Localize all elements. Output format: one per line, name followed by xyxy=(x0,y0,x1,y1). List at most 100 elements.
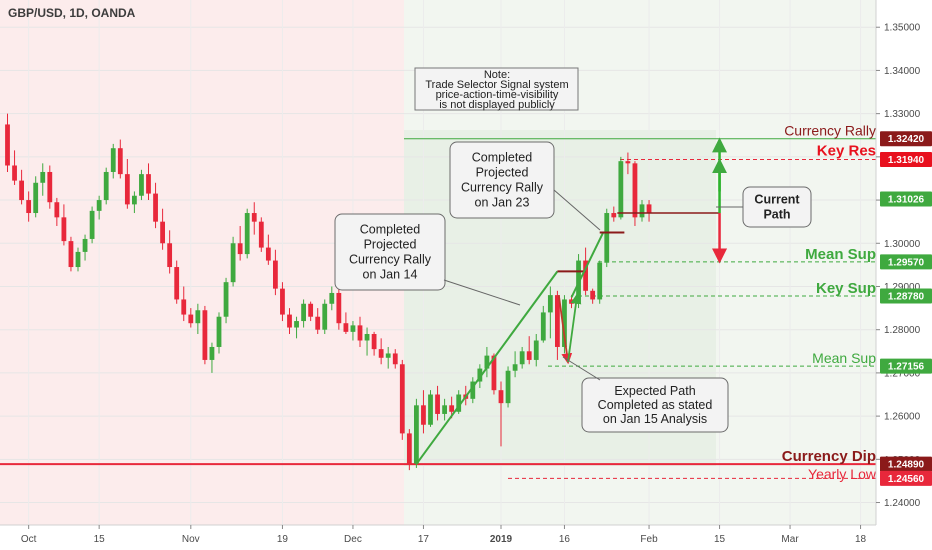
note-box xyxy=(414,67,579,111)
y-tick-label: 1.33000 xyxy=(884,109,921,120)
candle-body xyxy=(61,217,67,242)
candle-body xyxy=(371,334,377,350)
price-label-box xyxy=(880,288,932,304)
candle-body xyxy=(209,346,215,360)
y-tick-label: 1.28000 xyxy=(884,325,921,336)
candle xyxy=(470,377,476,404)
x-tick-label: 16 xyxy=(559,534,571,545)
callout-current-line: Path xyxy=(763,208,790,222)
candle xyxy=(301,299,306,328)
grid xyxy=(0,0,876,525)
candle-body xyxy=(174,267,180,300)
candle xyxy=(216,312,222,354)
candle xyxy=(385,346,391,369)
candle xyxy=(188,308,194,328)
y-tick-label: 1.27000 xyxy=(884,368,921,379)
candle-body xyxy=(378,349,384,358)
candle xyxy=(540,305,546,343)
candle-body xyxy=(26,200,32,214)
candle-body xyxy=(167,243,173,268)
candle xyxy=(153,182,158,229)
price-label-text: 1.32420 xyxy=(888,134,925,145)
candle-body xyxy=(19,180,24,201)
candle xyxy=(132,191,137,214)
rally-projection-line xyxy=(415,270,559,465)
x-tick-label: Dec xyxy=(344,534,362,545)
x-tick-label: 15 xyxy=(94,534,106,545)
y-tick-label: 1.30000 xyxy=(884,239,921,250)
note-callout: Note:Trade Selector Signal systemprice-a… xyxy=(414,67,579,111)
candle xyxy=(625,152,631,175)
candle-body xyxy=(237,243,243,255)
candle xyxy=(237,225,243,261)
candle-body xyxy=(597,262,603,300)
candle xyxy=(110,143,116,179)
candle xyxy=(96,195,102,220)
x-axis-ticks: Oct 15 Nov 19 Dec 17 2019 16 Feb 15 Mar 18 xyxy=(21,525,867,545)
candle xyxy=(526,336,532,365)
candle-body xyxy=(103,171,109,201)
level-name-mean-sup-2: Mean Sup xyxy=(812,350,876,366)
candle-body xyxy=(40,171,46,183)
price-label-box xyxy=(880,191,932,207)
candle-body xyxy=(385,353,391,358)
x-tick-label: Mar xyxy=(781,534,799,545)
candle xyxy=(498,381,504,447)
y-tick-label: 1.24000 xyxy=(884,498,921,509)
level-name-key-sup: Key Sup xyxy=(816,280,876,297)
callout-jan23-line: Currency Rally xyxy=(461,181,544,195)
candle xyxy=(491,353,497,395)
annotations: Note:Trade Selector Signal systemprice-a… xyxy=(334,67,812,433)
time-axis[interactable] xyxy=(0,525,932,550)
candle xyxy=(618,156,624,220)
candle-body xyxy=(646,204,652,214)
candle-body xyxy=(604,213,610,263)
candle-body xyxy=(414,405,419,464)
candle xyxy=(315,308,321,335)
candle-body xyxy=(519,351,525,365)
callout-jan14-line: Currency Rally xyxy=(349,253,432,267)
candle-body xyxy=(540,312,546,341)
price-label-text: 1.24560 xyxy=(888,474,925,485)
candle-body xyxy=(343,323,349,332)
candle-body xyxy=(392,353,398,365)
candle xyxy=(378,338,384,365)
candle-body xyxy=(618,161,624,218)
candle xyxy=(117,139,123,179)
candle-body xyxy=(498,390,504,404)
candle-body xyxy=(428,394,433,425)
candle-body xyxy=(470,381,476,399)
candle-body xyxy=(280,288,285,315)
price-label-text: 1.31026 xyxy=(888,194,925,205)
x-tick-label: Oct xyxy=(21,534,37,545)
candle-body xyxy=(244,213,250,255)
y-tick-label: 1.35000 xyxy=(884,23,921,34)
candle xyxy=(251,202,257,235)
callout-jan14-box xyxy=(334,213,446,291)
candle-body xyxy=(449,405,455,412)
candle xyxy=(547,286,553,339)
candle xyxy=(287,308,292,335)
candle xyxy=(160,208,165,250)
candle-body xyxy=(301,303,306,322)
note-line: price-action-time-visibility xyxy=(436,89,559,101)
price-label-text: 1.28780 xyxy=(888,291,925,302)
note-line: Note: xyxy=(484,69,510,81)
candle-body xyxy=(611,213,617,218)
candle xyxy=(611,206,617,222)
candle-body xyxy=(590,290,596,300)
y-tick-label: 1.29000 xyxy=(884,282,921,293)
candle xyxy=(139,169,144,201)
candle xyxy=(230,236,236,287)
candle xyxy=(75,247,81,272)
candle xyxy=(406,429,412,471)
candle-body xyxy=(484,355,490,369)
candle-body xyxy=(533,340,539,360)
candle xyxy=(414,398,419,468)
candle-body xyxy=(512,364,518,371)
candle xyxy=(533,334,539,367)
callout-expected-line: Completed as stated xyxy=(598,398,713,412)
